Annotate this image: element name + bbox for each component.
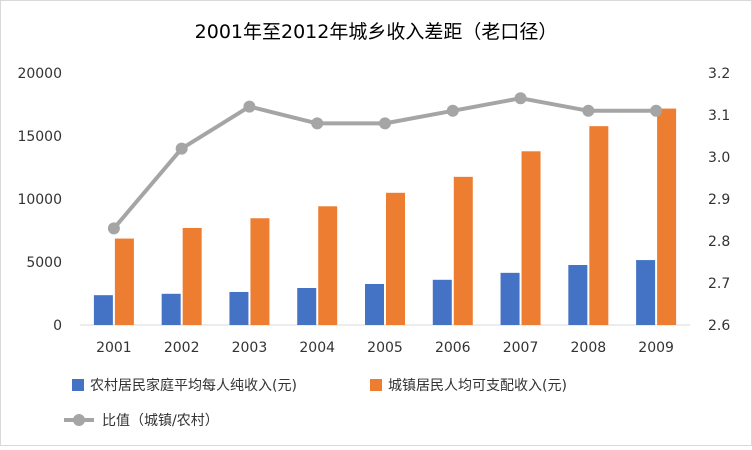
legend: 农村居民家庭平均每人纯收入(元) 城镇居民人均可支配收入(元) 比值（城镇/农村） xyxy=(64,377,567,429)
rural-income-bar xyxy=(161,293,181,325)
y-right-tick-label: 3.1 xyxy=(708,108,730,124)
rural-income-bar xyxy=(365,283,384,325)
ratio-point xyxy=(175,142,188,155)
rural-income-bar xyxy=(636,260,656,325)
ratio-point xyxy=(446,104,459,117)
x-tick-label: 2006 xyxy=(435,340,471,356)
x-tick-label: 2007 xyxy=(503,340,539,356)
ratio-point xyxy=(243,100,256,113)
urban-income-bar xyxy=(114,238,134,325)
y-right-tick-label: 2.9 xyxy=(708,192,730,208)
urban-income-bar xyxy=(521,151,541,325)
rural-income-bar xyxy=(297,288,317,325)
y-left-tick-label: 10000 xyxy=(17,192,62,208)
ratio-point xyxy=(650,104,663,117)
urban-income-bar xyxy=(386,192,405,325)
x-tick-label: 2002 xyxy=(164,340,200,356)
urban-income-bar xyxy=(589,126,609,326)
x-tick-label: 2004 xyxy=(299,340,335,356)
legend-swatch-ratio-point xyxy=(73,414,85,426)
legend-label: 农村居民家庭平均每人纯收入(元) xyxy=(90,377,297,394)
urban-income-bar xyxy=(318,206,338,325)
urban-income-bar xyxy=(250,218,270,325)
legend-label: 比值（城镇/农村） xyxy=(102,413,219,429)
ratio-point xyxy=(107,222,120,235)
chart-title: 2001年至2012年城乡收入差距（老口径） xyxy=(195,21,558,43)
legend-label: 城镇居民人均可支配收入(元) xyxy=(388,378,567,394)
x-tick-label: 2001 xyxy=(96,340,132,356)
rural-income-bar xyxy=(93,295,113,325)
y-right-tick-label: 2.6 xyxy=(708,318,730,334)
ratio-point xyxy=(311,117,324,130)
y-left-tick-label: 20000 xyxy=(17,66,62,82)
urban-income-bar xyxy=(657,108,677,325)
legend-swatch-rural xyxy=(72,379,84,391)
y-right-tick-label: 3.0 xyxy=(708,150,730,166)
x-tick-label: 2009 xyxy=(638,340,674,356)
x-tick-label: 2008 xyxy=(571,340,607,356)
x-tick-label: 2003 xyxy=(232,340,268,356)
rural-income-bar xyxy=(229,291,249,325)
ratio-point xyxy=(514,92,527,105)
ratio-point xyxy=(379,117,391,130)
plot-area: 0 5000 10000 15000 20000 2.6 2.7 2.8 2.9 3.0 3.1 3.… xyxy=(17,66,730,356)
x-tick-label: 2005 xyxy=(367,340,403,356)
rural-income-bar xyxy=(500,272,520,325)
urban-income-bar xyxy=(453,176,473,325)
rural-income-bar xyxy=(568,265,588,325)
ratio-point xyxy=(582,104,595,117)
y-left-tick-label: 0 xyxy=(53,318,62,334)
urban-income-bar xyxy=(182,227,202,325)
legend-swatch-urban xyxy=(370,379,382,391)
y-right-tick-label: 2.8 xyxy=(708,234,730,250)
rural-income-bar xyxy=(432,279,452,325)
y-left-tick-label: 5000 xyxy=(26,255,62,271)
y-right-tick-label: 2.7 xyxy=(708,276,730,292)
y-right-tick-label: 3.2 xyxy=(708,66,730,82)
y-left-tick-label: 15000 xyxy=(17,129,62,145)
